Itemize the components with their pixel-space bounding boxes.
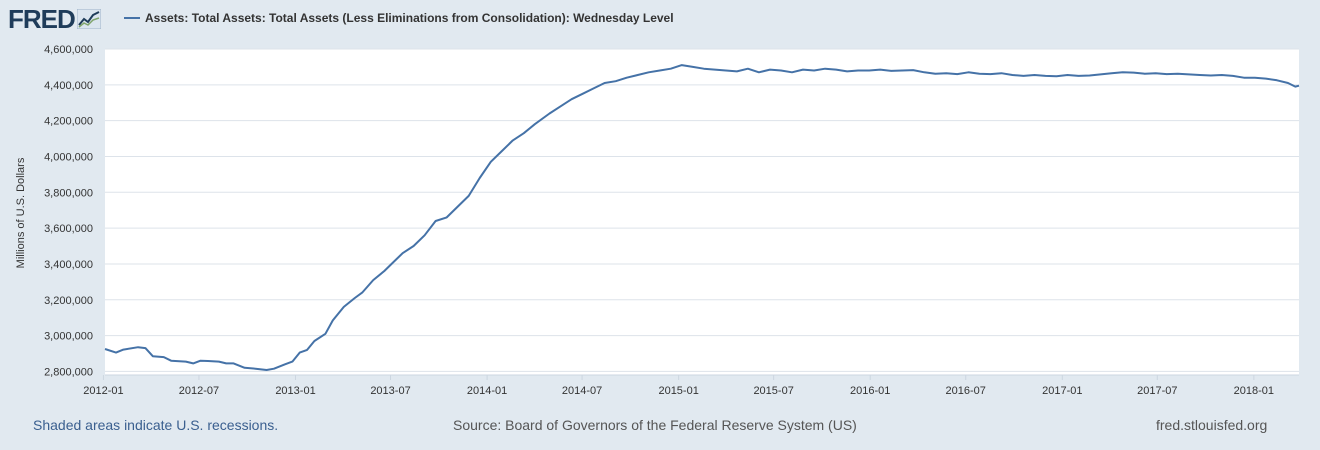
x-tick-label: 2017-07: [1137, 385, 1177, 397]
y-tick-label: 3,600,000: [44, 223, 93, 235]
y-axis-label: Millions of U.S. Dollars: [15, 157, 27, 268]
x-tick-label: 2017-01: [1042, 385, 1082, 397]
y-tick-label: 4,600,000: [44, 44, 93, 56]
legend-line-swatch: [124, 17, 140, 19]
fred-site-link[interactable]: fred.stlouisfed.org: [1156, 417, 1268, 433]
x-tick-label: 2015-01: [658, 385, 698, 397]
x-tick-label: 2016-07: [946, 385, 986, 397]
legend-label: Assets: Total Assets: Total Assets (Less…: [145, 11, 674, 25]
y-tick-label: 2,800,000: [44, 366, 93, 378]
x-tick-label: 2014-01: [467, 385, 507, 397]
x-tick-label: 2014-07: [562, 385, 602, 397]
x-tick-label: 2018-01: [1234, 385, 1274, 397]
chart-logo-icon: [76, 9, 101, 29]
y-tick-label: 4,000,000: [44, 151, 93, 163]
fred-logo[interactable]: FRED: [8, 4, 101, 34]
series-line[interactable]: [104, 64, 1300, 371]
y-tick-label: 4,200,000: [44, 116, 93, 128]
x-tick-label: 2012-07: [179, 385, 219, 397]
source-note: Source: Board of Governors of the Federa…: [453, 417, 857, 433]
recession-note-link[interactable]: Shaded areas indicate U.S. recessions.: [33, 417, 279, 433]
fred-logo-text: FRED: [8, 3, 76, 34]
x-tick-label: 2013-01: [275, 385, 315, 397]
y-tick-label: 3,400,000: [44, 259, 93, 271]
x-tick-label: 2015-07: [753, 385, 793, 397]
series-group: [104, 64, 1300, 371]
y-tick-label: 4,400,000: [44, 80, 93, 92]
plot-area: [105, 49, 1299, 375]
x-tick-label: 2016-01: [850, 385, 890, 397]
line-chart[interactable]: 2,800,000 3,000,000 3,200,000 3,400,000 3,60…: [0, 0, 1320, 410]
x-axis-ticks: 2012-01 2012-07 2013-01 2013-07 2014-01 2014-…: [83, 375, 1274, 397]
y-tick-label: 3,200,000: [44, 295, 93, 307]
y-tick-label: 3,800,000: [44, 187, 93, 199]
y-axis-ticks: 2,800,000 3,000,000 3,200,000 3,400,000 3,60…: [44, 44, 93, 378]
x-tick-label: 2012-01: [83, 385, 123, 397]
chart-legend: Assets: Total Assets: Total Assets (Less…: [124, 11, 674, 25]
grid-lines: [105, 48, 1299, 372]
y-tick-label: 3,000,000: [44, 331, 93, 343]
x-tick-label: 2013-07: [370, 385, 410, 397]
